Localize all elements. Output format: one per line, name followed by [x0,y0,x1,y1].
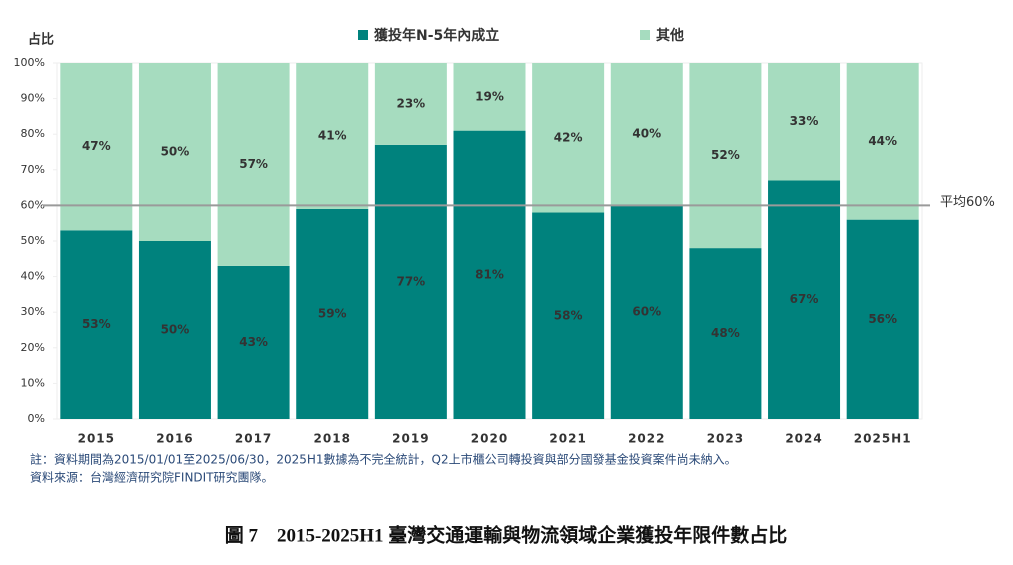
y-tick-label: 50% [21,234,45,247]
value-label: 57% [239,157,268,171]
value-label: 33% [790,114,819,128]
bar-segment [453,130,526,419]
bar-segment [296,208,369,419]
y-tick-label: 10% [21,376,45,389]
value-label: 47% [82,139,111,153]
bar-segment [296,63,369,209]
bar-segment [689,63,762,249]
value-label: 48% [711,326,740,340]
y-axis-label: 占比 [28,32,54,48]
bar-segment [138,63,211,241]
y-tick-label: 0% [28,412,45,425]
value-label: 56% [868,312,897,326]
value-label: 52% [711,148,740,162]
value-label: 58% [554,308,583,322]
x-tick-label: 2015 [78,432,115,446]
bar-segment [768,63,841,181]
bar-segment [846,219,919,419]
caption: 圖 7 2015-2025H1 臺灣交通運輸與物流領域企業獲投年限件數占比 [225,523,788,546]
legend-swatch [358,30,368,40]
value-label: 53% [82,317,111,331]
value-label: 67% [790,292,819,306]
x-tick-label: 2021 [549,432,586,446]
value-label: 50% [161,323,190,337]
x-tick-label: 2016 [156,432,193,446]
value-label: 19% [475,89,504,103]
legend-swatch [640,30,650,40]
reference-label: 平均60% [940,195,995,210]
y-tick-label: 20% [21,341,45,354]
x-tick-label: 2018 [314,432,351,446]
value-label: 40% [632,127,661,141]
value-label: 77% [396,274,425,288]
bar-segment [610,205,683,419]
bar-segment [768,180,841,419]
x-tick-label: 2023 [707,432,744,446]
y-tick-label: 100% [14,56,45,69]
value-label: 44% [868,134,897,148]
bar-segment [610,63,683,206]
bar-segment [689,248,762,419]
bar-segment [60,230,133,419]
legend-label: 獲投年N-5年內成立 [374,27,499,44]
bar-segment [138,241,211,419]
y-tick-label: 30% [21,305,45,318]
bar-segment [217,63,290,266]
value-label: 81% [475,267,504,281]
value-label: 42% [554,130,583,144]
value-label: 23% [396,96,425,110]
y-tick-label: 90% [21,92,45,105]
x-tick-label: 2024 [785,432,822,446]
y-tick-label: 80% [21,127,45,140]
x-tick-label: 2019 [392,432,429,446]
bar-segment [217,265,290,419]
value-label: 60% [632,305,661,319]
y-tick-label: 60% [21,198,45,211]
value-label: 43% [239,335,268,349]
bar-segment [374,63,447,145]
value-label: 50% [161,145,190,159]
x-tick-label: 2020 [471,432,508,446]
bar-segment [532,212,605,419]
note: 註：資料期間為2015/01/01至2025/06/30，2025H1數據為不完… [30,452,737,467]
bar-segment [453,63,526,131]
bar-segment [532,63,605,213]
x-tick-label: 2025H1 [854,432,912,446]
bar-segment [846,63,919,220]
note: 資料來源：台灣經濟研究院FINDIT研究團隊。 [30,470,274,485]
y-tick-label: 70% [21,163,45,176]
value-label: 59% [318,306,347,320]
y-tick-label: 40% [21,270,45,283]
x-tick-label: 2017 [235,432,272,446]
x-tick-label: 2022 [628,432,665,446]
bar-segment [374,144,447,419]
bar-segment [60,63,133,231]
value-label: 41% [318,128,347,142]
legend-label: 其他 [656,27,684,44]
